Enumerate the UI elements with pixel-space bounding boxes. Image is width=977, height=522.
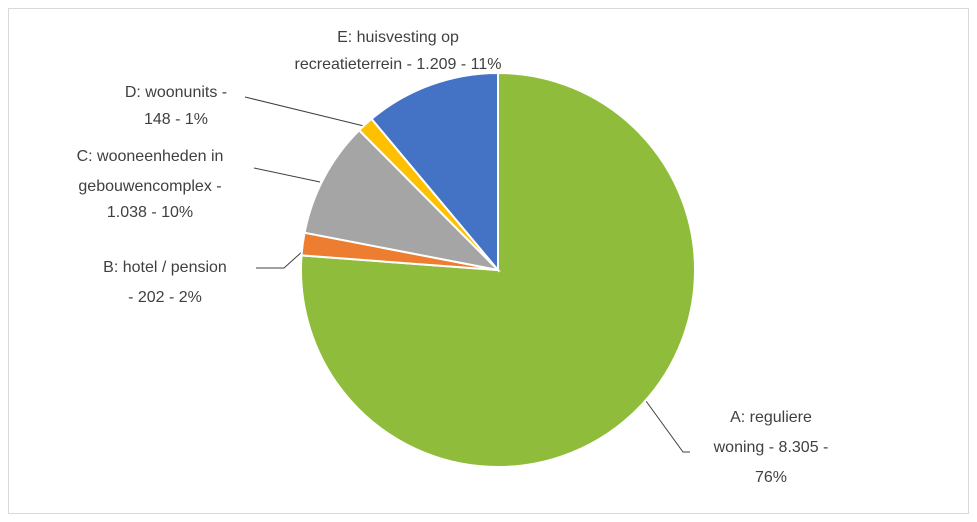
leader-line xyxy=(244,96,369,128)
data-label: A: reguliere xyxy=(730,409,812,426)
data-label: recreatieterrein - 1.209 - 11% xyxy=(295,56,502,73)
data-label: 76% xyxy=(755,469,787,486)
data-label: C: wooneenheden in xyxy=(77,148,224,165)
data-label: B: hotel / pension xyxy=(103,259,227,276)
pie-slice xyxy=(300,71,696,468)
leader-line xyxy=(253,167,321,183)
pie-slice xyxy=(370,71,499,273)
data-label: woning - 8.305 - xyxy=(713,439,829,456)
data-label: E: huisvesting op xyxy=(337,29,459,46)
data-label: 1.038 - 10% xyxy=(107,204,193,221)
data-label: D: woonunits - xyxy=(125,84,227,101)
leader-line xyxy=(256,249,305,269)
pie-slice xyxy=(303,128,501,272)
data-label: 148 - 1% xyxy=(144,111,208,128)
data-label: gebouwencomplex - xyxy=(78,178,221,195)
data-label: - 202 - 2% xyxy=(128,289,202,306)
leader-line xyxy=(645,400,690,453)
